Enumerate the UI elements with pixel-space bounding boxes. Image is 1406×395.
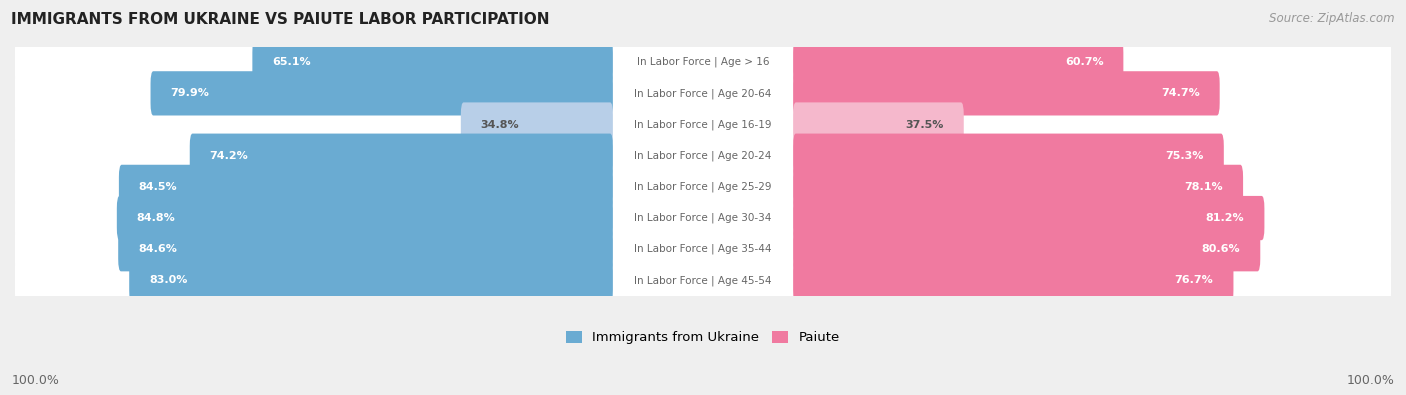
Text: In Labor Force | Age 30-34: In Labor Force | Age 30-34 [634, 213, 772, 223]
FancyBboxPatch shape [15, 189, 1391, 247]
Text: 83.0%: 83.0% [149, 275, 187, 286]
Text: 65.1%: 65.1% [273, 57, 311, 67]
Text: Source: ZipAtlas.com: Source: ZipAtlas.com [1270, 12, 1395, 25]
FancyBboxPatch shape [793, 165, 1243, 209]
Text: 81.2%: 81.2% [1206, 213, 1244, 223]
Text: 60.7%: 60.7% [1064, 57, 1104, 67]
FancyBboxPatch shape [15, 220, 1391, 278]
FancyBboxPatch shape [120, 165, 613, 209]
FancyBboxPatch shape [15, 33, 1391, 92]
Text: IMMIGRANTS FROM UKRAINE VS PAIUTE LABOR PARTICIPATION: IMMIGRANTS FROM UKRAINE VS PAIUTE LABOR … [11, 12, 550, 27]
Text: 34.8%: 34.8% [481, 120, 519, 130]
FancyBboxPatch shape [793, 134, 1223, 178]
FancyBboxPatch shape [117, 196, 613, 240]
Text: 78.1%: 78.1% [1184, 182, 1223, 192]
FancyBboxPatch shape [190, 134, 613, 178]
Text: 80.6%: 80.6% [1202, 244, 1240, 254]
Legend: Immigrants from Ukraine, Paiute: Immigrants from Ukraine, Paiute [565, 331, 841, 344]
FancyBboxPatch shape [15, 251, 1391, 310]
FancyBboxPatch shape [793, 227, 1260, 271]
FancyBboxPatch shape [15, 95, 1391, 154]
FancyBboxPatch shape [15, 158, 1391, 216]
FancyBboxPatch shape [150, 71, 613, 115]
Text: In Labor Force | Age 20-64: In Labor Force | Age 20-64 [634, 88, 772, 99]
Text: 75.3%: 75.3% [1166, 151, 1204, 161]
FancyBboxPatch shape [793, 71, 1219, 115]
Text: In Labor Force | Age 20-24: In Labor Force | Age 20-24 [634, 150, 772, 161]
FancyBboxPatch shape [793, 102, 963, 147]
Text: In Labor Force | Age 16-19: In Labor Force | Age 16-19 [634, 119, 772, 130]
Text: 100.0%: 100.0% [1347, 374, 1395, 387]
Text: 74.2%: 74.2% [209, 151, 249, 161]
Text: 100.0%: 100.0% [11, 374, 59, 387]
Text: 79.9%: 79.9% [170, 88, 209, 98]
Text: 37.5%: 37.5% [905, 120, 943, 130]
Text: 84.6%: 84.6% [138, 244, 177, 254]
Text: 76.7%: 76.7% [1175, 275, 1213, 286]
Text: In Labor Force | Age > 16: In Labor Force | Age > 16 [637, 57, 769, 68]
FancyBboxPatch shape [15, 64, 1391, 123]
FancyBboxPatch shape [793, 196, 1264, 240]
Text: In Labor Force | Age 45-54: In Labor Force | Age 45-54 [634, 275, 772, 286]
FancyBboxPatch shape [118, 227, 613, 271]
Text: In Labor Force | Age 25-29: In Labor Force | Age 25-29 [634, 182, 772, 192]
Text: 84.8%: 84.8% [136, 213, 176, 223]
Text: 74.7%: 74.7% [1161, 88, 1199, 98]
FancyBboxPatch shape [252, 40, 613, 84]
Text: 84.5%: 84.5% [139, 182, 177, 192]
FancyBboxPatch shape [793, 258, 1233, 303]
FancyBboxPatch shape [129, 258, 613, 303]
FancyBboxPatch shape [793, 40, 1123, 84]
FancyBboxPatch shape [461, 102, 613, 147]
FancyBboxPatch shape [15, 126, 1391, 185]
Text: In Labor Force | Age 35-44: In Labor Force | Age 35-44 [634, 244, 772, 254]
